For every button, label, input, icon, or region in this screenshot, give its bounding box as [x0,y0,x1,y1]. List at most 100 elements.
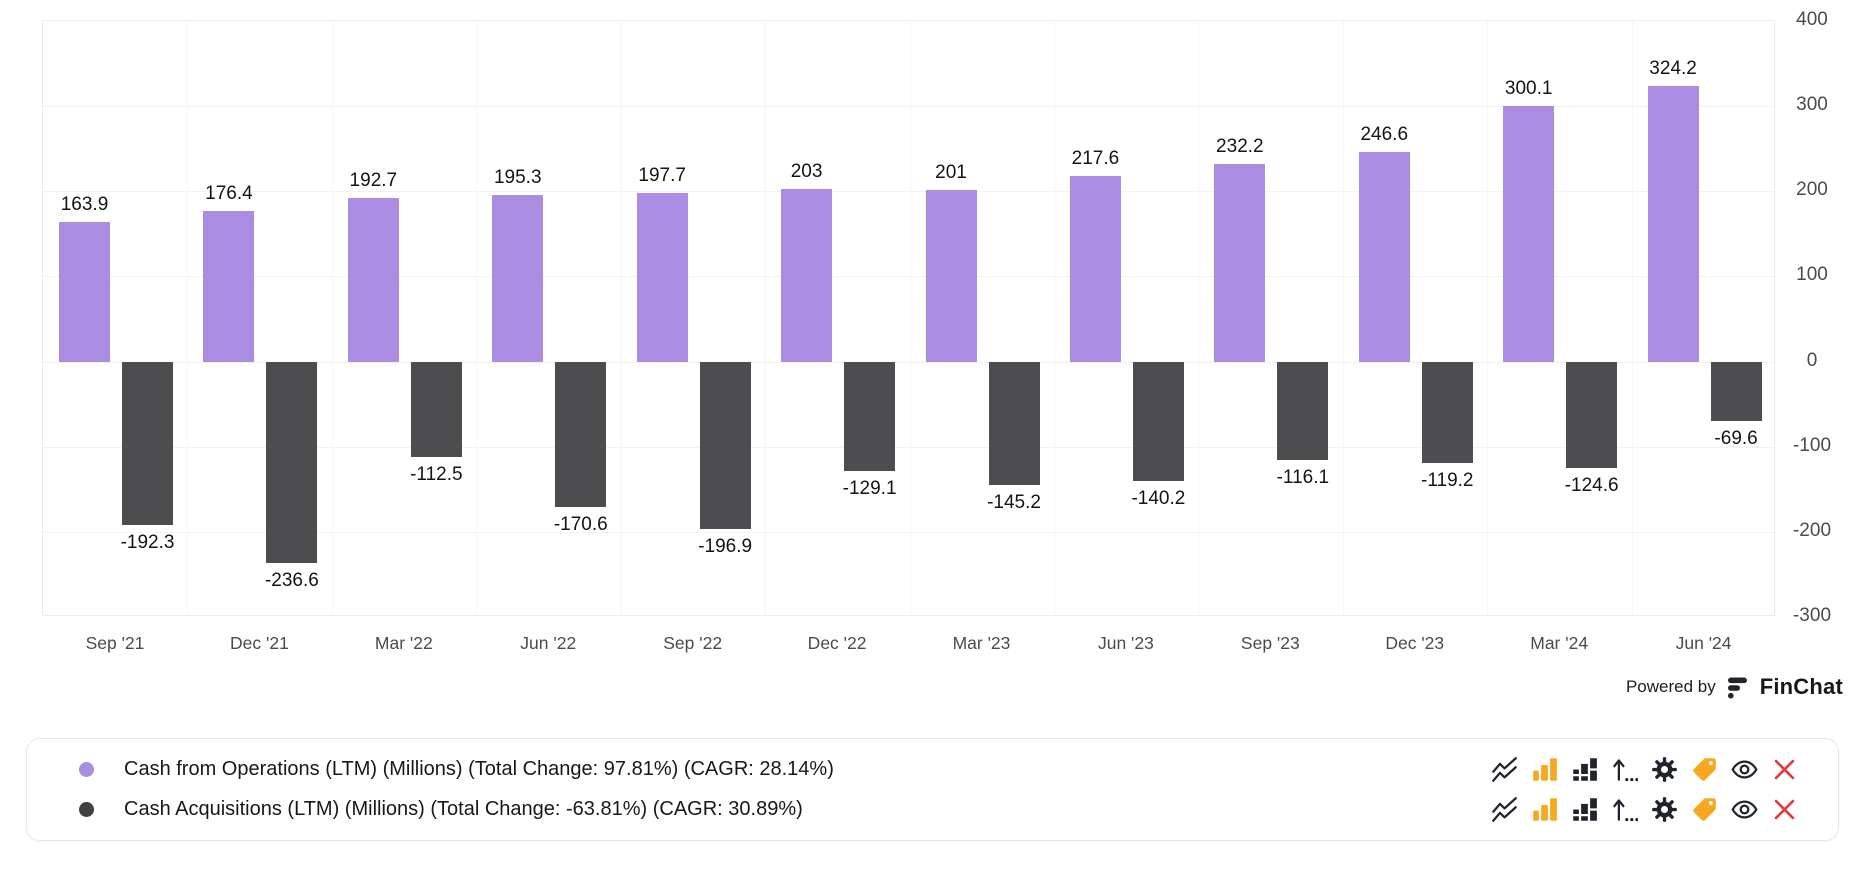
bar-chart-orange-icon[interactable] [1531,756,1558,783]
bar-chart-orange-icon[interactable] [1531,796,1558,823]
cash-acquisitions-bar[interactable] [555,361,607,507]
legend-series-label: Cash from Operations (LTM) (Millions) (T… [124,758,834,780]
series-color-dot [79,762,94,777]
cash-from-operations-bar[interactable] [1214,163,1266,362]
y-axis-label: 100 [1796,264,1828,286]
cash-acquisitions-bar[interactable] [1421,361,1473,464]
bar-value-label: 163.9 [60,194,109,216]
cash-acquisitions-bar[interactable] [1277,361,1329,461]
gridline-horizontal [43,191,1774,193]
gridline-horizontal [43,276,1774,278]
settings-gear-icon[interactable] [1651,796,1678,823]
powered-by: Powered by FinChat [1626,674,1843,700]
settings-gear-icon[interactable] [1651,756,1678,783]
gridline-vertical [187,21,189,615]
y-axis-label: -200 [1792,519,1832,541]
bar-value-label: -112.5 [410,464,463,486]
cash-from-operations-bar[interactable] [925,190,977,362]
cash-acquisitions-bar[interactable] [122,361,173,526]
visibility-eye-icon[interactable] [1731,796,1758,823]
cash-from-operations-bar[interactable] [492,195,544,362]
x-axis-label: Dec '21 [230,633,289,653]
visibility-eye-icon[interactable] [1731,756,1758,783]
remove-x-icon[interactable] [1771,796,1798,823]
gridline-horizontal [43,446,1774,448]
cash-from-operations-bar[interactable] [636,193,688,362]
bar-value-label: 217.6 [1071,148,1120,170]
bar-value-label: 300.1 [1504,78,1553,100]
cash-from-operations-bar[interactable] [1647,85,1699,362]
gridline-vertical [1053,21,1055,615]
finchat-brand-text: FinChat [1759,674,1843,699]
cash-acquisitions-bar[interactable] [699,361,751,530]
bar-value-label: 197.7 [638,165,686,187]
x-axis-label: Dec '22 [807,633,867,653]
x-axis-label: Mar '24 [1530,633,1589,653]
cash-from-operations-bar[interactable] [781,188,833,362]
bar-chart-dark-icon[interactable] [1571,756,1598,783]
bar-value-label: 192.7 [349,169,398,191]
gridline-vertical [765,21,767,615]
axis-scale-icon[interactable] [1611,756,1638,783]
cash-from-operations-bar[interactable] [59,222,110,362]
bar-value-label: 324.2 [1649,57,1697,79]
line-chart-icon[interactable] [1491,796,1518,823]
cash-acquisitions-bar[interactable] [1710,361,1762,421]
bar-value-label: -69.6 [1714,427,1758,449]
gridline-horizontal [43,531,1774,533]
gridline-vertical [1487,21,1489,615]
cash-acquisitions-bar[interactable] [410,361,462,458]
bar-value-label: 195.3 [493,167,542,189]
cash-acquisitions-bar[interactable] [1566,361,1618,468]
cash-acquisitions-bar[interactable] [266,361,318,563]
legend-series-label: Cash Acquisitions (LTM) (Millions) (Tota… [124,798,803,820]
bar-value-label: 176.4 [205,183,253,205]
axis-scale-icon[interactable] [1611,796,1638,823]
tag-icon[interactable] [1691,796,1718,823]
legend-row-actions [1491,756,1798,783]
cash-acquisitions-bar[interactable] [988,361,1040,486]
cash-from-operations-bar[interactable] [1069,176,1121,362]
tag-icon[interactable] [1691,756,1718,783]
x-axis-label: Jun '24 [1675,633,1732,653]
gridline-vertical [1198,21,1200,615]
y-axis-label: 400 [1796,9,1828,30]
bar-value-label: -192.3 [120,532,175,554]
x-axis-label: Mar '23 [952,633,1011,653]
y-axis-label: -100 [1792,434,1832,456]
cash-from-operations-bar[interactable] [347,197,399,362]
finchat-logo-icon [1725,674,1751,700]
cash-from-operations-bar[interactable] [1358,151,1410,362]
bar-value-label: -129.1 [842,478,897,500]
y-axis-label: 0 [1806,349,1818,371]
remove-x-icon[interactable] [1771,756,1798,783]
y-axis-label: -300 [1792,605,1832,626]
cash-from-operations-bar[interactable] [203,211,255,362]
x-axis-label: Mar '22 [374,633,433,653]
bar-value-label: -119.2 [1421,470,1474,492]
bar-chart-dark-icon[interactable] [1571,796,1598,823]
powered-by-text: Powered by [1625,677,1716,696]
bar-value-label: -140.2 [1131,487,1186,509]
cash-from-operations-bar[interactable] [1503,106,1555,362]
series-color-dot [79,802,94,817]
gridline-horizontal [43,106,1774,108]
line-chart-icon[interactable] [1491,756,1518,783]
x-axis-label: Sep '22 [663,633,723,653]
gridline-vertical [909,21,911,615]
cash-acquisitions-bar[interactable] [1132,361,1184,481]
bar-value-label: 232.2 [1216,135,1264,157]
cash-acquisitions-bar[interactable] [844,361,896,472]
x-axis-label: Jun '22 [520,633,577,653]
x-axis-label: Jun '23 [1097,633,1154,653]
y-axis-label: 300 [1796,94,1828,116]
legend-card: Cash from Operations (LTM) (Millions) (T… [26,738,1839,841]
bar-value-label: -124.6 [1564,474,1619,496]
gridline-vertical [331,21,333,615]
gridline-vertical [1342,21,1344,615]
legend-row-actions [1491,796,1798,823]
gridline-vertical [1631,21,1633,615]
bar-value-label: -236.6 [264,570,319,592]
x-axis-label: Sep '23 [1240,633,1300,653]
plot-area: 163.9 176.4 192.7 195.3 197.7 203 201 217.6 232.… [42,20,1775,616]
